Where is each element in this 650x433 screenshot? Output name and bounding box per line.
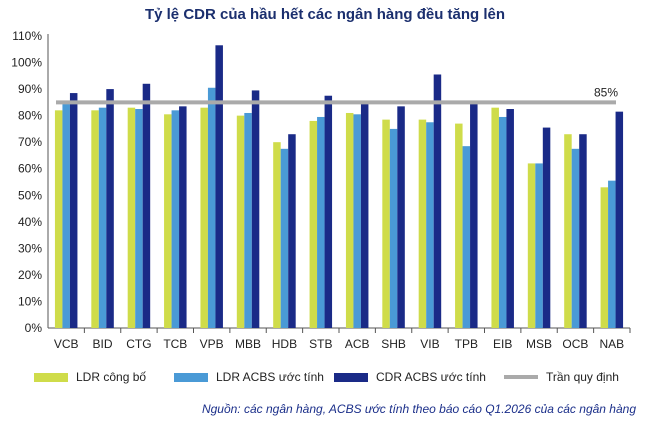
legend-swatch — [334, 372, 368, 382]
legend-item: CDR ACBS ước tính — [334, 370, 486, 384]
x-tick-label: TPB — [455, 337, 478, 351]
x-tick-label: BID — [93, 337, 113, 351]
x-tick-label: EIB — [493, 337, 512, 351]
x-tick-label: ACB — [345, 337, 370, 351]
x-tick-label: VPB — [200, 337, 224, 351]
y-tick-label: 110% — [12, 29, 42, 43]
x-tick-label: OCB — [562, 337, 588, 351]
bar-shb-s2 — [389, 128, 398, 328]
x-tick-label: VCB — [54, 337, 79, 351]
y-tick-label: 50% — [18, 188, 42, 202]
bar-stb-s1 — [309, 120, 318, 328]
bar-tpb-s2 — [462, 146, 471, 328]
legend-swatch — [174, 372, 208, 382]
y-tick-label: 70% — [18, 135, 42, 149]
bar-vcb-s2 — [62, 103, 70, 328]
bar-eib-s1 — [491, 107, 499, 328]
source-note: Nguồn: các ngân hàng, ACBS ước tính theo… — [201, 402, 636, 416]
bar-ctg-s1 — [127, 107, 136, 328]
x-tick-label: NAB — [599, 337, 624, 351]
bar-msb-s2 — [535, 163, 543, 328]
legend-label: LDR công bố — [76, 370, 147, 384]
y-tick-label: 60% — [18, 162, 42, 176]
bar-mbb-s1 — [236, 115, 245, 329]
x-tick-label: HDB — [272, 337, 297, 351]
bar-vib-s3 — [433, 74, 442, 328]
bar-nab-s1 — [600, 187, 609, 328]
bar-nab-s2 — [608, 180, 616, 328]
bar-nab-s3 — [615, 111, 624, 329]
legend-item: Trần quy định — [504, 370, 619, 384]
legend-item: LDR ACBS ước tính — [174, 370, 324, 384]
reference-line-label: 85% — [594, 85, 618, 99]
bar-acb-s3 — [360, 103, 369, 328]
bar-tcb-s3 — [179, 106, 187, 328]
bar-bid-s3 — [106, 89, 114, 328]
bar-hdb-s3 — [288, 134, 296, 328]
legend-item: LDR công bố — [34, 370, 146, 384]
bar-vpb-s2 — [207, 87, 216, 328]
legend-label: LDR ACBS ước tính — [216, 370, 324, 384]
bar-tpb-s3 — [470, 103, 478, 328]
y-tick-label: 10% — [18, 294, 42, 308]
bar-vib-s2 — [426, 122, 434, 328]
bar-chart: 0% 10% 20% 30% 40% 50% 60% 70% 80% 90% 100% 110% VCB… — [11, 29, 631, 351]
y-tick-label: 0% — [25, 321, 43, 335]
bar-msb-s1 — [527, 163, 536, 328]
chart-title: Tỷ lệ CDR của hầu hết các ngân hàng đều … — [144, 6, 506, 23]
bar-vcb-s1 — [54, 110, 63, 328]
bar-ctg-s3 — [142, 83, 151, 328]
bar-hdb-s1 — [273, 142, 281, 328]
bar-msb-s3 — [542, 127, 551, 328]
y-tick-label: 40% — [18, 215, 42, 229]
legend-label: Trần quy định — [546, 370, 619, 384]
legend-swatch — [34, 372, 68, 382]
bar-tpb-s1 — [455, 123, 463, 328]
bar-ocb-s3 — [579, 134, 587, 328]
bar-stb-s2 — [317, 116, 325, 328]
x-tick-label: CTG — [126, 337, 151, 351]
bar-shb-s3 — [397, 106, 405, 328]
bar-ocb-s1 — [564, 134, 572, 328]
bar-eib-s3 — [506, 109, 514, 328]
bar-tcb-s1 — [164, 114, 172, 329]
bar-vib-s1 — [418, 119, 427, 328]
bar-ocb-s2 — [571, 148, 580, 328]
y-tick-label: 80% — [18, 109, 42, 123]
x-tick-label: TCB — [163, 337, 187, 351]
bar-vpb-s3 — [215, 45, 223, 329]
x-tick-label: VIB — [420, 337, 439, 351]
y-tick-label: 30% — [18, 241, 42, 255]
y-tick-label: 20% — [18, 268, 42, 282]
y-tick-label: 100% — [11, 56, 42, 70]
bar-eib-s2 — [498, 116, 507, 328]
bar-hdb-s2 — [280, 148, 289, 328]
bar-mbb-s3 — [251, 90, 260, 328]
bar-acb-s1 — [345, 112, 354, 329]
x-tick-label: MBB — [235, 337, 261, 351]
x-tick-label: STB — [309, 337, 332, 351]
bar-vcb-s3 — [69, 93, 78, 328]
bar-ctg-s2 — [135, 109, 143, 328]
y-tick-label: 90% — [18, 82, 42, 96]
bar-bid-s2 — [98, 107, 107, 328]
bar-bid-s1 — [91, 110, 99, 328]
x-tick-label: MSB — [526, 337, 552, 351]
legend-label: CDR ACBS ước tính — [376, 370, 486, 384]
legend-swatch — [504, 375, 538, 379]
chart-legend: LDR công bố LDR ACBS ước tính CDR ACBS ước… — [34, 370, 634, 388]
bar-stb-s3 — [324, 95, 333, 329]
bar-tcb-s2 — [171, 110, 180, 328]
bar-shb-s1 — [382, 119, 390, 328]
bar-vpb-s1 — [200, 107, 208, 328]
bar-acb-s2 — [353, 114, 361, 329]
bar-mbb-s2 — [244, 112, 252, 329]
x-tick-label: SHB — [381, 337, 406, 351]
